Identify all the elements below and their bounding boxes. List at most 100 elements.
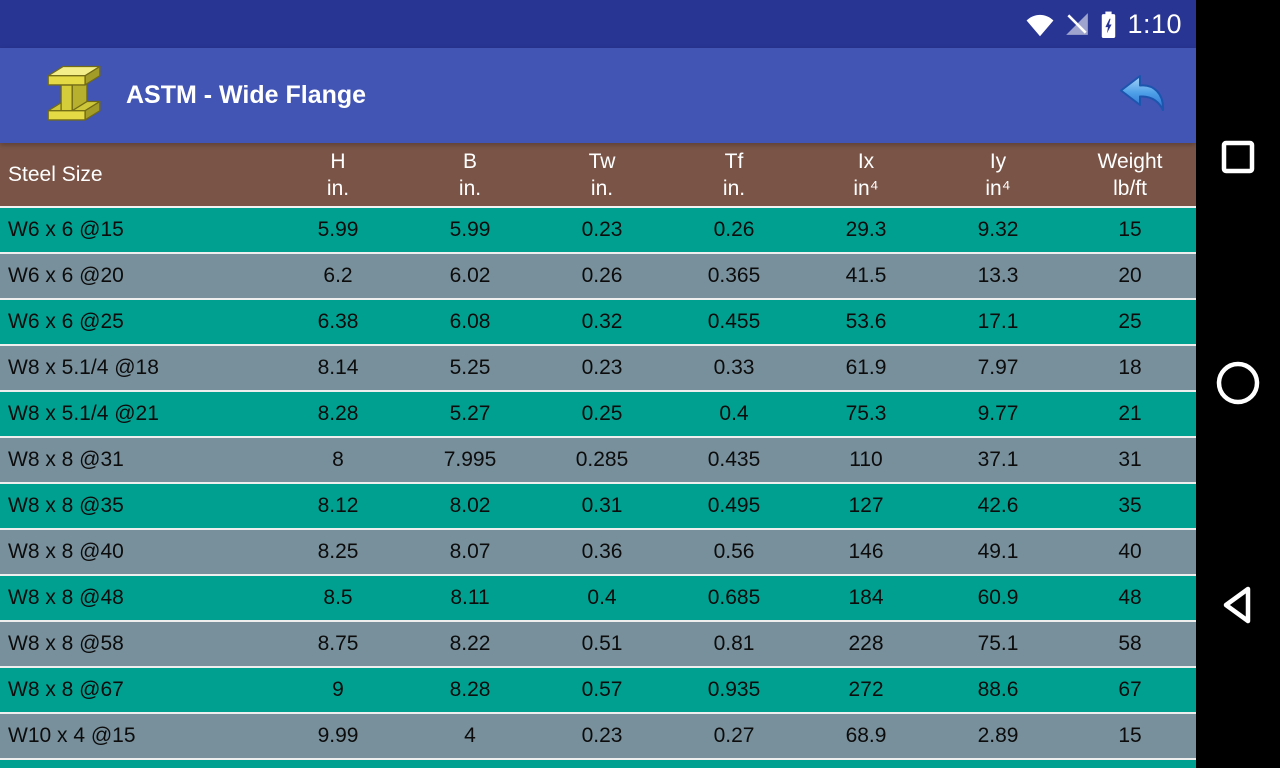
i-beam-icon xyxy=(36,60,112,132)
table-row[interactable]: W6 x 6 @15 5.99 5.99 0.23 0.26 29.3 9.32 15 xyxy=(0,208,1196,254)
value-cell: 5.99 xyxy=(317,218,359,241)
value-cell: 17.1 xyxy=(977,310,1019,333)
steel-size-cell: W8 x 8 @35 xyxy=(8,494,124,517)
value-cell: 8 xyxy=(332,448,344,471)
value-cell: 35 xyxy=(1118,494,1142,517)
value-cell: 146 xyxy=(848,540,884,563)
value-cell: 88.6 xyxy=(977,678,1019,701)
value-cell: 0.32 xyxy=(581,310,623,333)
table-body: W6 x 6 @15 5.99 5.99 0.23 0.26 29.3 9.32 15 W6 x… xyxy=(0,208,1196,760)
back-button[interactable] xyxy=(1114,74,1170,118)
value-cell: 31 xyxy=(1118,448,1142,471)
value-cell: 184 xyxy=(848,586,884,609)
value-cell: 42.6 xyxy=(977,494,1019,517)
value-cell: 20 xyxy=(1118,264,1142,287)
table-row[interactable]: W8 x 5.1/4 @21 8.28 5.27 0.25 0.4 75.3 9.77 21 xyxy=(0,392,1196,438)
value-cell: 18 xyxy=(1118,356,1142,379)
value-cell: 8.28 xyxy=(317,402,359,425)
table-row-partial[interactable] xyxy=(0,760,1196,768)
value-cell: 0.23 xyxy=(581,356,623,379)
steel-size-cell: W8 x 8 @31 xyxy=(8,448,124,471)
table-row[interactable]: W8 x 8 @35 8.12 8.02 0.31 0.495 127 42.6 35 xyxy=(0,484,1196,530)
value-cell: 127 xyxy=(848,494,884,517)
value-cell: 9.32 xyxy=(977,218,1019,241)
status-time: 1:10 xyxy=(1127,8,1182,39)
steel-size-cell: W10 x 4 @15 xyxy=(8,724,136,747)
battery-charging-icon xyxy=(1100,10,1117,39)
header-cell-ix: Ix in⁴ xyxy=(853,149,879,200)
value-cell: 15 xyxy=(1118,218,1142,241)
value-cell: 5.25 xyxy=(449,356,491,379)
value-cell: 8.12 xyxy=(317,494,359,517)
table-row[interactable]: W8 x 8 @31 8 7.995 0.285 0.435 110 37.1 31 xyxy=(0,438,1196,484)
value-cell: 0.365 xyxy=(707,264,761,287)
table-row[interactable]: W6 x 6 @25 6.38 6.08 0.32 0.455 53.6 17.1 25 xyxy=(0,300,1196,346)
value-cell: 60.9 xyxy=(977,586,1019,609)
header-cell-weight: Weight lb/ft xyxy=(1097,149,1163,200)
value-cell: 61.9 xyxy=(845,356,887,379)
steel-size-cell: W6 x 6 @25 xyxy=(8,310,124,333)
value-cell: 21 xyxy=(1118,402,1142,425)
value-cell: 8.07 xyxy=(449,540,491,563)
value-cell: 25 xyxy=(1118,310,1142,333)
table-row[interactable]: W8 x 8 @67 9 8.28 0.57 0.935 272 88.6 67 xyxy=(0,668,1196,714)
value-cell: 9 xyxy=(332,678,344,701)
value-cell: 2.89 xyxy=(977,724,1019,747)
value-cell: 49.1 xyxy=(977,540,1019,563)
value-cell: 6.2 xyxy=(323,264,353,287)
value-cell: 67 xyxy=(1118,678,1142,701)
home-circle-icon xyxy=(1215,360,1261,411)
table-row[interactable]: W8 x 8 @58 8.75 8.22 0.51 0.81 228 75.1 58 xyxy=(0,622,1196,668)
value-cell: 37.1 xyxy=(977,448,1019,471)
value-cell: 0.23 xyxy=(581,724,623,747)
value-cell: 7.97 xyxy=(977,356,1019,379)
value-cell: 8.5 xyxy=(323,586,353,609)
table-row[interactable]: W8 x 8 @48 8.5 8.11 0.4 0.685 184 60.9 48 xyxy=(0,576,1196,622)
value-cell: 8.11 xyxy=(450,586,490,609)
value-cell: 0.26 xyxy=(713,218,755,241)
value-cell: 68.9 xyxy=(845,724,887,747)
value-cell: 8.02 xyxy=(449,494,491,517)
value-cell: 0.25 xyxy=(581,402,623,425)
undo-arrow-icon xyxy=(1117,73,1167,118)
header-cell-steel_size: Steel Size xyxy=(8,163,103,186)
back-nav-button[interactable] xyxy=(1217,584,1259,631)
value-cell: 15 xyxy=(1118,724,1142,747)
value-cell: 0.685 xyxy=(707,586,761,609)
value-cell: 110 xyxy=(849,448,883,471)
value-cell: 0.56 xyxy=(713,540,755,563)
value-cell: 7.995 xyxy=(443,448,497,471)
table-row[interactable]: W10 x 4 @15 9.99 4 0.23 0.27 68.9 2.89 15 xyxy=(0,714,1196,760)
value-cell: 228 xyxy=(848,632,884,655)
cellular-no-signal-icon xyxy=(1064,11,1090,37)
app-content: 1:10 ASTM - Wide Fla xyxy=(0,0,1196,768)
table-row[interactable]: W8 x 5.1/4 @18 8.14 5.25 0.23 0.33 61.9 7.97 18 xyxy=(0,346,1196,392)
value-cell: 5.99 xyxy=(449,218,491,241)
value-cell: 0.33 xyxy=(713,356,755,379)
value-cell: 8.75 xyxy=(317,632,359,655)
value-cell: 0.26 xyxy=(581,264,623,287)
value-cell: 8.14 xyxy=(317,356,359,379)
app-bar: ASTM - Wide Flange xyxy=(0,48,1196,143)
value-cell: 0.36 xyxy=(581,540,623,563)
value-cell: 0.81 xyxy=(713,632,755,655)
steel-size-cell: W8 x 5.1/4 @18 xyxy=(8,356,159,379)
value-cell: 0.4 xyxy=(719,402,749,425)
table-row[interactable]: W6 x 6 @20 6.2 6.02 0.26 0.365 41.5 13.3 20 xyxy=(0,254,1196,300)
page-title: ASTM - Wide Flange xyxy=(126,81,367,109)
table-row[interactable]: W8 x 8 @40 8.25 8.07 0.36 0.56 146 49.1 40 xyxy=(0,530,1196,576)
header-cell-tw: Tw in. xyxy=(588,149,616,200)
recents-button[interactable] xyxy=(1219,138,1257,181)
value-cell: 75.3 xyxy=(845,402,887,425)
wifi-icon xyxy=(1026,11,1054,37)
value-cell: 4 xyxy=(464,724,476,747)
value-cell: 40 xyxy=(1118,540,1142,563)
value-cell: 0.57 xyxy=(581,678,623,701)
value-cell: 13.3 xyxy=(977,264,1019,287)
home-button[interactable] xyxy=(1215,360,1261,411)
value-cell: 0.935 xyxy=(707,678,761,701)
value-cell: 8.28 xyxy=(449,678,491,701)
